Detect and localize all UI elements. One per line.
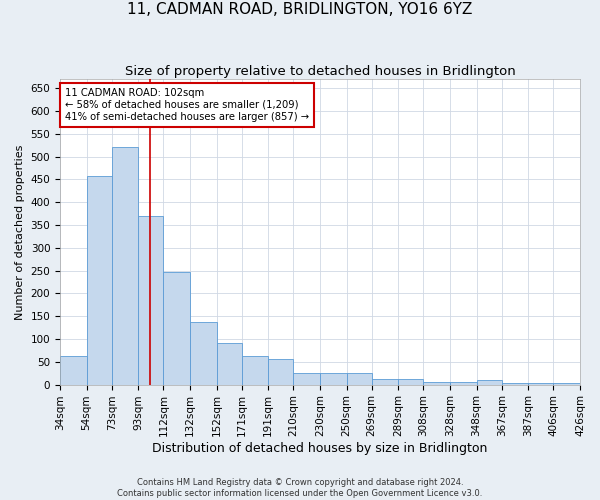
Bar <box>60 356 86 384</box>
Bar <box>268 358 293 384</box>
Bar <box>502 383 528 384</box>
Bar <box>372 379 398 384</box>
Bar <box>347 373 372 384</box>
Bar <box>476 380 502 384</box>
Bar <box>553 383 580 384</box>
Bar <box>293 373 320 384</box>
Bar <box>112 146 138 384</box>
Bar <box>528 383 553 384</box>
Text: Contains HM Land Registry data © Crown copyright and database right 2024.
Contai: Contains HM Land Registry data © Crown c… <box>118 478 482 498</box>
Bar <box>138 216 163 384</box>
Bar <box>242 356 268 384</box>
Bar <box>398 379 424 384</box>
Bar <box>217 342 242 384</box>
Text: 11 CADMAN ROAD: 102sqm
← 58% of detached houses are smaller (1,209)
41% of semi-: 11 CADMAN ROAD: 102sqm ← 58% of detached… <box>65 88 310 122</box>
Bar <box>190 322 217 384</box>
X-axis label: Distribution of detached houses by size in Bridlington: Distribution of detached houses by size … <box>152 442 488 455</box>
Bar <box>424 382 450 384</box>
Y-axis label: Number of detached properties: Number of detached properties <box>15 144 25 320</box>
Bar <box>320 373 347 384</box>
Bar <box>86 176 112 384</box>
Title: Size of property relative to detached houses in Bridlington: Size of property relative to detached ho… <box>125 65 515 78</box>
Bar <box>580 383 600 384</box>
Bar <box>163 272 190 384</box>
Text: 11, CADMAN ROAD, BRIDLINGTON, YO16 6YZ: 11, CADMAN ROAD, BRIDLINGTON, YO16 6YZ <box>127 2 473 18</box>
Bar <box>450 382 476 384</box>
